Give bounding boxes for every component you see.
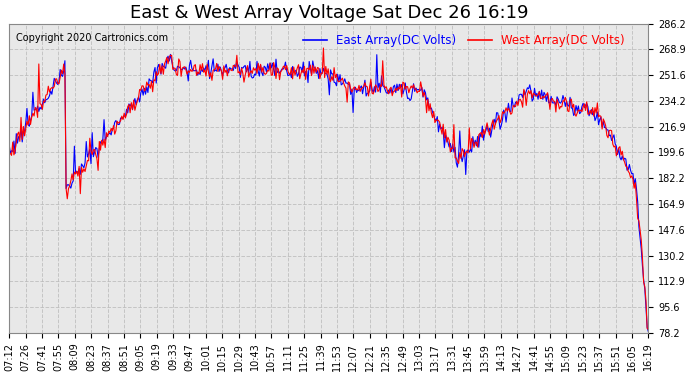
West Array(DC Volts) <box>644 327 653 332</box>
East Array(DC Volts) <box>493 111 501 115</box>
East Array(DC Volts) <box>575 111 584 116</box>
East Array(DC Volts) <box>393 82 401 86</box>
West Array(DC Volts) <box>558 105 566 109</box>
East Array(DC Volts) <box>166 52 175 57</box>
Legend: East Array(DC Volts), West Array(DC Volts): East Array(DC Volts), West Array(DC Volt… <box>299 30 630 52</box>
West Array(DC Volts) <box>41 99 49 104</box>
Text: Copyright 2020 Cartronics.com: Copyright 2020 Cartronics.com <box>16 33 168 43</box>
Line: West Array(DC Volts): West Array(DC Volts) <box>9 48 649 330</box>
Title: East & West Array Voltage Sat Dec 26 16:19: East & West Array Voltage Sat Dec 26 16:… <box>130 4 528 22</box>
West Array(DC Volts) <box>319 46 328 50</box>
West Array(DC Volts) <box>5 152 13 156</box>
West Array(DC Volts) <box>575 109 584 113</box>
Line: East Array(DC Volts): East Array(DC Volts) <box>9 54 649 332</box>
West Array(DC Volts) <box>458 146 466 151</box>
East Array(DC Volts) <box>41 100 49 105</box>
West Array(DC Volts) <box>393 88 401 93</box>
East Array(DC Volts) <box>558 99 566 103</box>
East Array(DC Volts) <box>458 159 466 164</box>
East Array(DC Volts) <box>644 329 653 334</box>
West Array(DC Volts) <box>493 118 501 123</box>
East Array(DC Volts) <box>5 142 13 147</box>
